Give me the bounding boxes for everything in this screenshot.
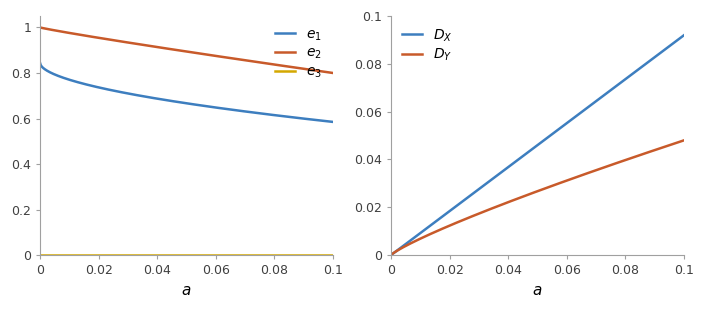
X-axis label: $a$: $a$ (532, 283, 543, 298)
Legend: $e_1$, $e_2$, $e_3$: $e_1$, $e_2$, $e_3$ (271, 23, 326, 85)
X-axis label: $a$: $a$ (181, 283, 192, 298)
Legend: $D_X$, $D_Y$: $D_X$, $D_Y$ (398, 23, 456, 68)
